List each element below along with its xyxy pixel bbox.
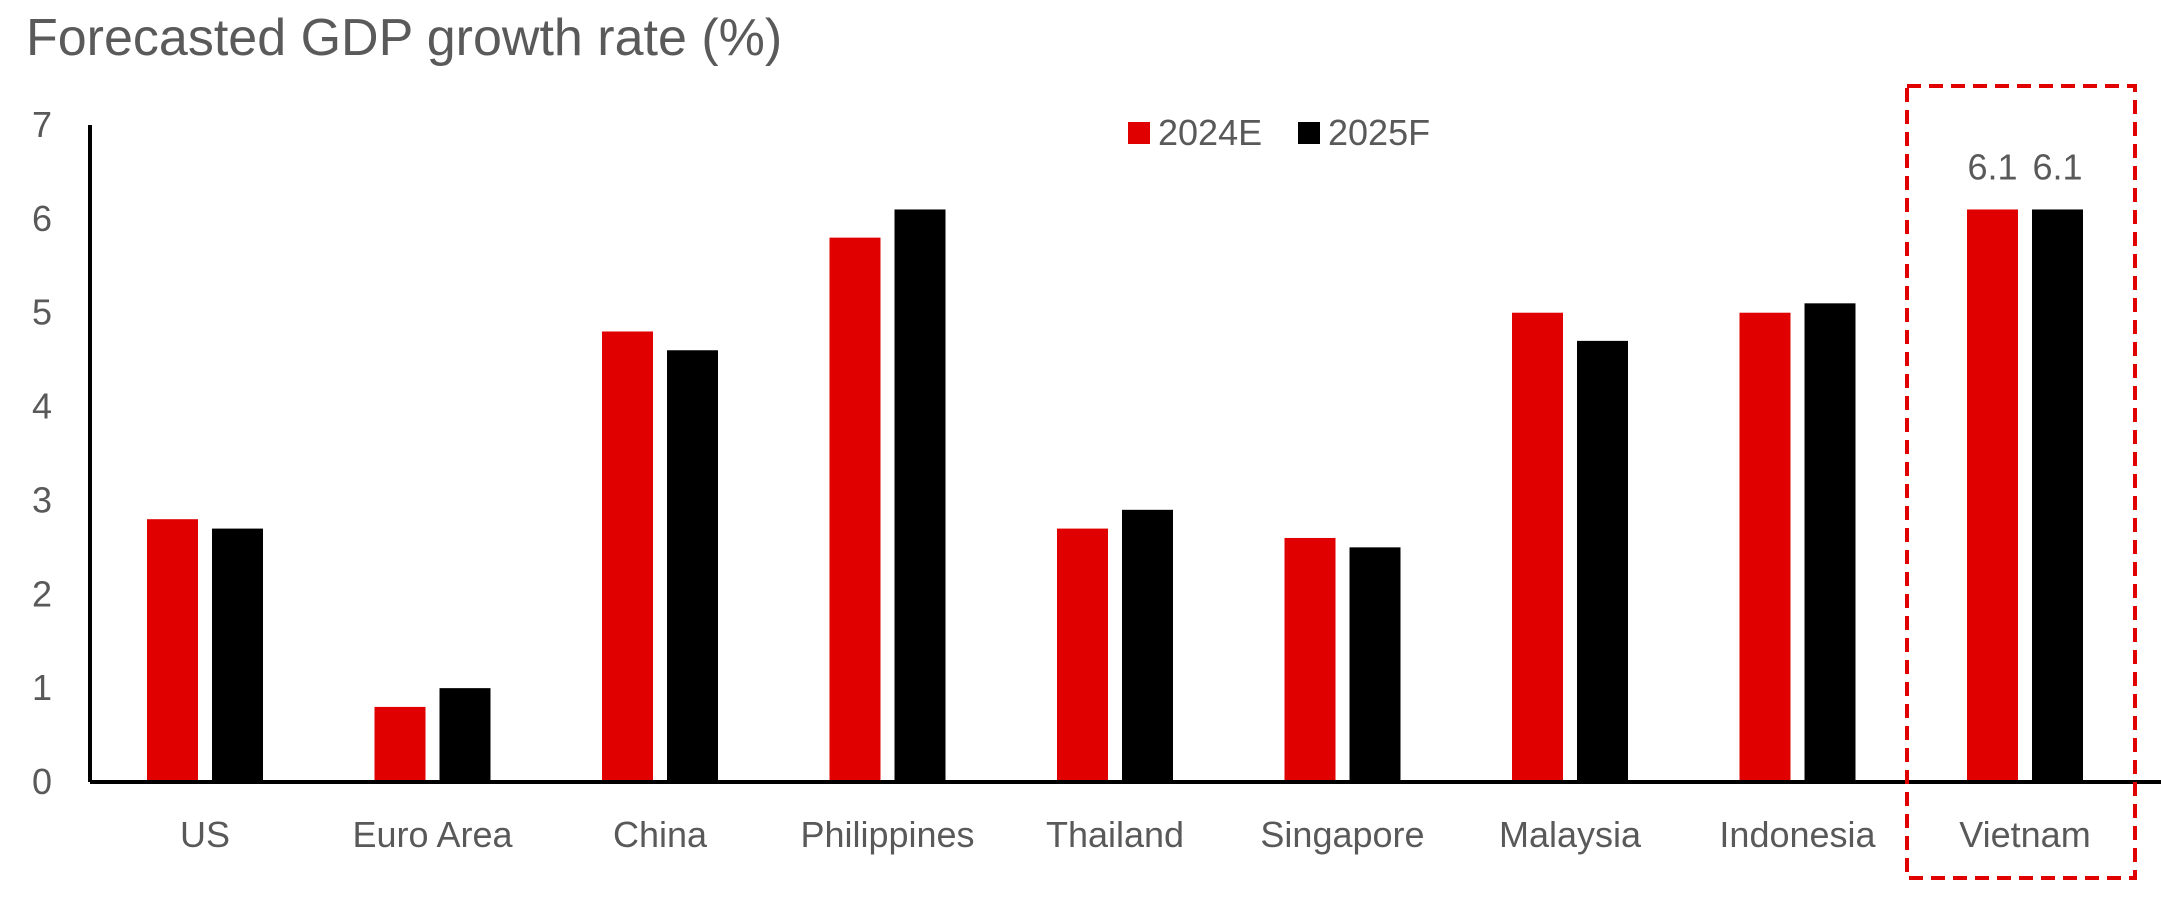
x-axis-labels: US Euro Area China Philippines Thailand Singa… [180,814,2091,855]
bar-2024e-vietnam [1967,209,2018,782]
x-tick-label: US [180,814,230,855]
data-label-value: 6.1 [2032,146,2082,187]
bar-2024e-thailand [1057,528,1108,782]
bars-group [147,209,2083,783]
bar-2024e-indonesia [1739,312,1791,782]
highlight-box [1905,84,2137,880]
x-tick-label: Philippines [800,814,974,855]
x-tick-label: China [613,814,708,855]
data-labels: 6.1 6.1 [1967,146,2082,187]
y-tick-label: 1 [32,667,52,708]
chart-title: Forecasted GDP growth rate (%) [26,9,783,67]
y-tick-label: 3 [32,479,52,520]
legend: 2024E 2025F [1128,112,1430,153]
legend-swatch [1128,122,1150,144]
x-tick-label: Vietnam [1959,814,2090,855]
y-axis-ticks: 0 1 2 3 4 5 6 7 [32,104,52,802]
bar-2025f-china [667,350,718,782]
bar-2025f-philippines [894,209,946,782]
x-tick-label: Euro Area [352,814,513,855]
bar-2025f-us [212,528,263,782]
bar-2025f-vietnam [2032,209,2083,782]
legend-label: 2025F [1328,112,1430,153]
legend-label: 2024E [1158,112,1262,153]
bar-2024e-euro-area [374,706,426,782]
x-tick-label: Singapore [1260,814,1424,855]
bar-2025f-malaysia [1577,340,1628,782]
bar-2025f-indonesia [1804,303,1856,782]
y-tick-label: 6 [32,198,52,239]
bar-2025f-euro-area [439,688,491,782]
x-tick-label: Thailand [1046,814,1184,855]
x-tick-label: Indonesia [1719,814,1876,855]
bar-2024e-malaysia [1512,312,1563,782]
y-tick-label: 4 [32,386,52,427]
y-tick-label: 0 [32,761,52,802]
bar-2024e-philippines [829,237,881,783]
y-tick-label: 5 [32,292,52,333]
bar-2025f-thailand [1122,509,1173,782]
y-tick-label: 7 [32,104,52,145]
bar-2024e-china [602,331,653,782]
data-label-value: 6.1 [1967,146,2017,187]
bar-2024e-us [147,519,198,782]
x-tick-label: Malaysia [1499,814,1642,855]
legend-swatch [1298,122,1320,144]
bar-2025f-singapore [1349,547,1401,782]
y-tick-label: 2 [32,573,52,614]
bar-2024e-singapore [1284,537,1336,782]
